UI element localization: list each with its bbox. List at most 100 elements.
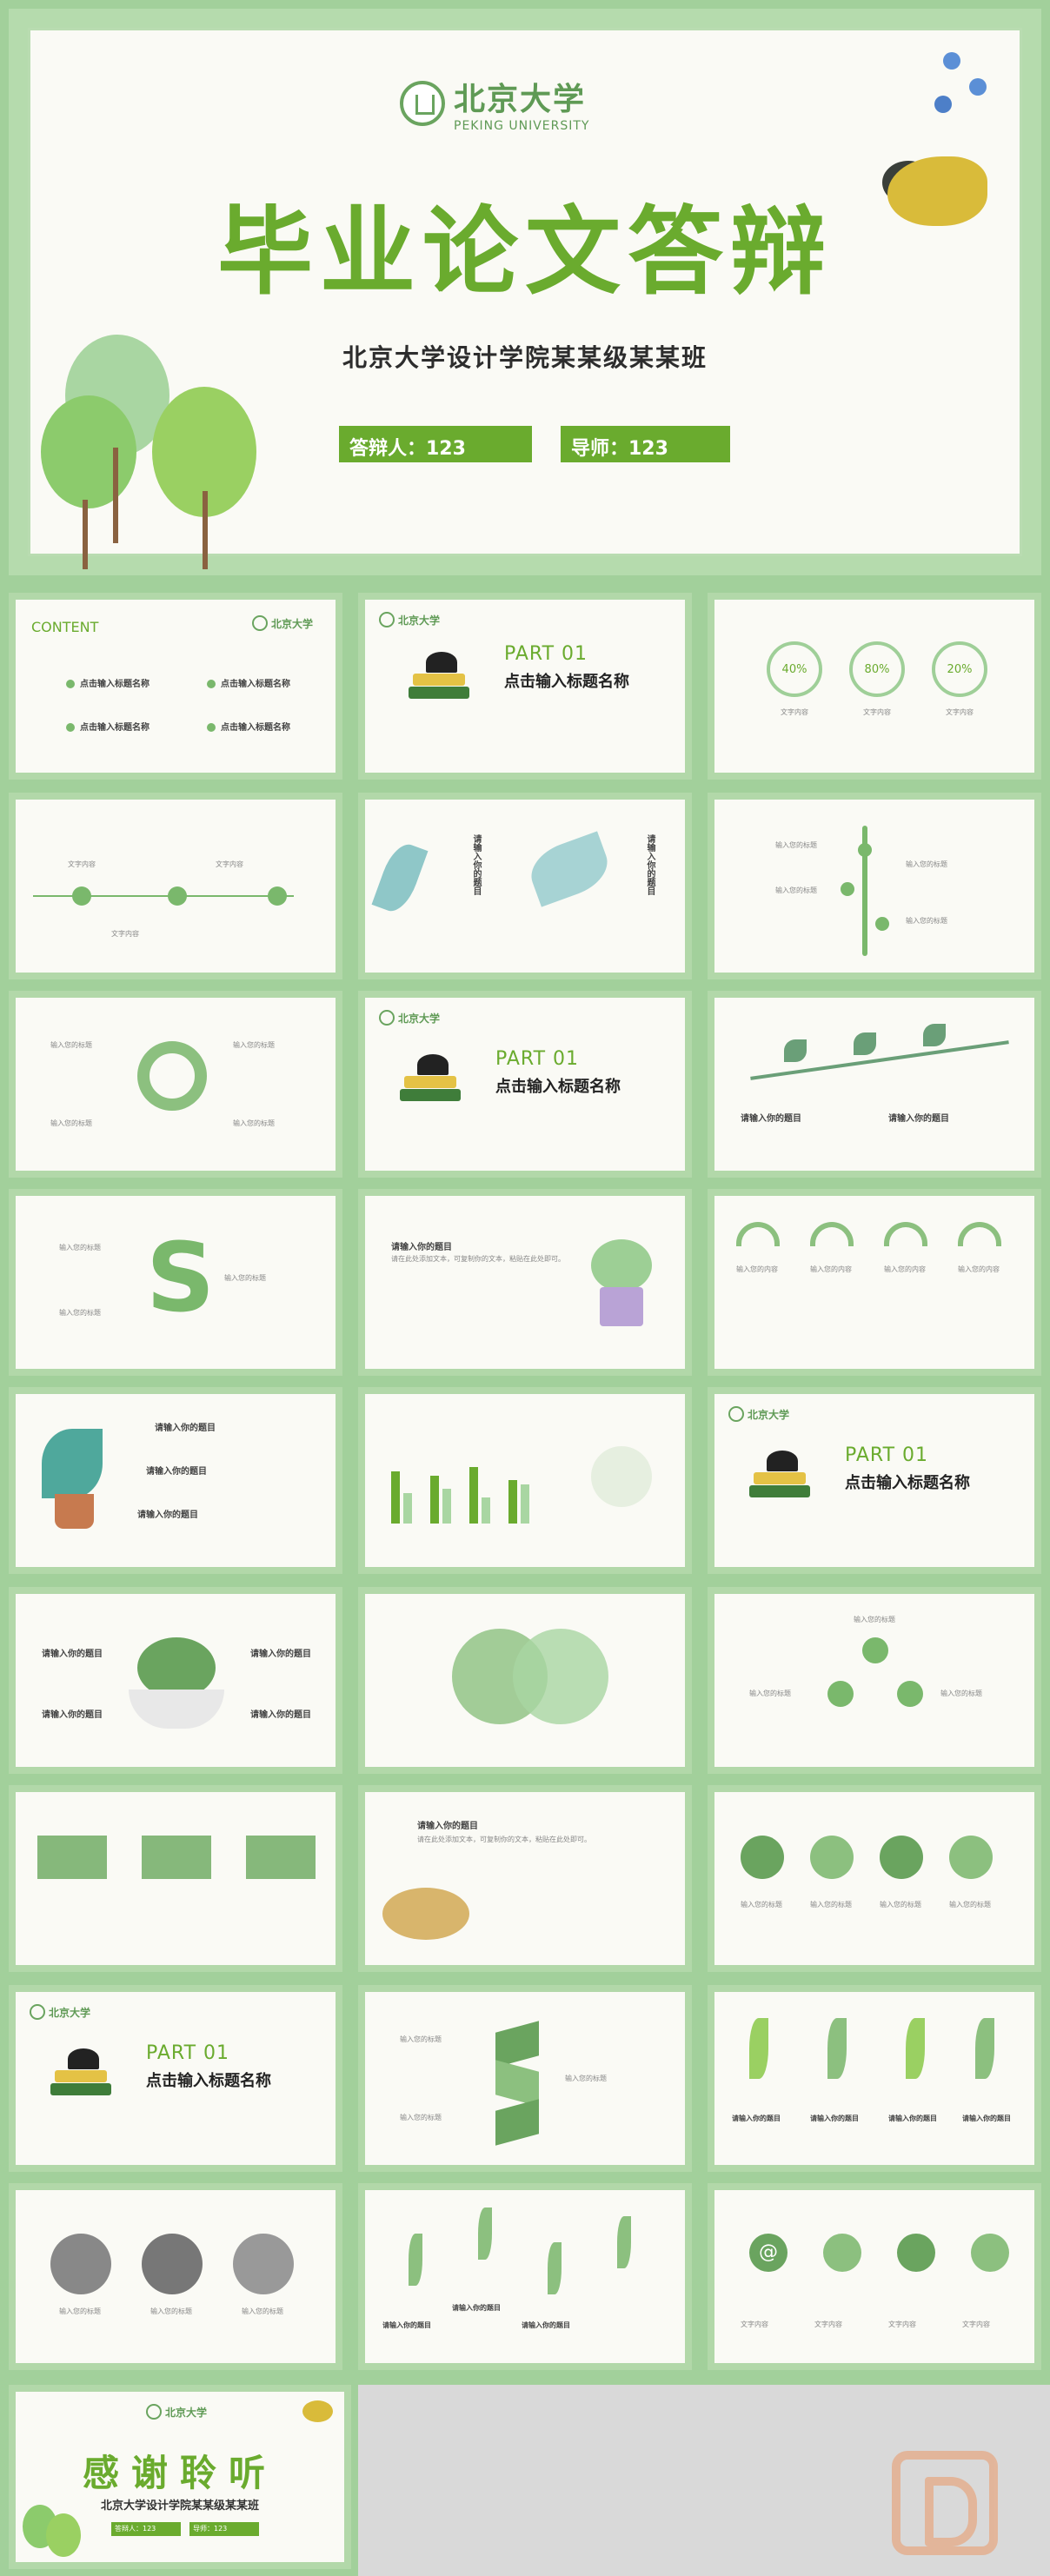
timeline-node xyxy=(72,886,91,906)
leaf-icon xyxy=(523,831,615,907)
timeline-text: 文字内容 xyxy=(216,860,243,868)
slide-venn[interactable] xyxy=(358,1587,692,1774)
vine-stem xyxy=(862,826,867,956)
vine-node xyxy=(875,917,889,931)
slide-bowl[interactable]: 请输入你的题目 请输入你的题目 请输入你的题目 请输入你的题目 xyxy=(9,1587,342,1774)
slide-basket[interactable]: 请输入你的题目 请在此处添加文本，可复制你的文本，粘贴在此处即可。 xyxy=(358,1785,692,1972)
slide-branch[interactable]: 请输入你的题目 请输入你的题目 xyxy=(708,991,1041,1178)
slide-herbs[interactable]: 请输入你的题目 请输入你的题目 请输入你的题目 请输入你的题目 xyxy=(708,1985,1041,2172)
ribbon-segment xyxy=(495,2021,539,2068)
slide-bar-chart[interactable] xyxy=(358,1387,692,1574)
cross-text: 输入您的标题 xyxy=(233,1041,275,1049)
university-logo: 北京大学 PEKING UNIVERSITY xyxy=(400,74,590,133)
vertical-title: 请输入你的题目 xyxy=(645,834,655,895)
chat-icon[interactable] xyxy=(823,2234,861,2272)
arc-icon xyxy=(810,1222,854,1246)
succulent-title: 请输入你的题目 xyxy=(391,1243,452,1252)
slide-timeline[interactable]: 文字内容 文字内容 文字内容 xyxy=(9,793,342,979)
tree-trunk xyxy=(203,491,208,569)
social-text: 文字内容 xyxy=(741,2320,768,2328)
social-text: 文字内容 xyxy=(814,2320,842,2328)
pot-icon xyxy=(55,1494,94,1529)
slide-stats[interactable]: 40% 80% 20% 文字内容 文字内容 文字内容 xyxy=(708,593,1041,780)
arc-text: 输入您的内容 xyxy=(884,1265,926,1273)
books-icon xyxy=(400,1054,469,1115)
bowl-icon xyxy=(129,1690,224,1729)
mini-logo-text: 北京大学 xyxy=(398,1012,441,1025)
slide-aloe[interactable]: 请输入你的题目 请输入你的题目 请输入你的题目 xyxy=(9,1387,342,1574)
succulent-icon xyxy=(591,1239,652,1291)
toc-item-4[interactable]: 点击输入标题名称 xyxy=(207,720,290,733)
bar-mark xyxy=(508,1480,517,1524)
succulent-icon xyxy=(137,1637,216,1698)
pattern-image xyxy=(142,1836,211,1879)
flower-icon xyxy=(943,52,960,70)
toc-item-1[interactable]: 点击输入标题名称 xyxy=(66,676,150,689)
mini-logo: 北京大学 xyxy=(252,615,313,631)
aloe-title: 请输入你的题目 xyxy=(146,1467,207,1477)
ribbon-text: 输入您的标题 xyxy=(565,2075,607,2082)
photo-circle xyxy=(50,2234,111,2294)
slide-patterns[interactable] xyxy=(9,1785,342,1972)
slide-succulent[interactable]: 请输入你的题目 请在此处添加文本，可复制你的文本，粘贴在此处即可。 xyxy=(358,1189,692,1376)
leaf-icon xyxy=(371,839,429,917)
basket-title: 请输入你的题目 xyxy=(417,1822,478,1831)
bird-icon xyxy=(302,2400,333,2422)
part-label: PART 01 xyxy=(146,2042,230,2064)
slide-arcs[interactable]: 输入您的内容 输入您的内容 输入您的内容 输入您的内容 xyxy=(708,1189,1041,1376)
social-text: 文字内容 xyxy=(888,2320,916,2328)
pattern-image xyxy=(246,1836,316,1879)
hero-slide[interactable]: 北京大学 PEKING UNIVERSITY 毕业论文答辩 北京大学设计学院某某… xyxy=(9,9,1041,575)
vine-node xyxy=(841,882,854,896)
slide-nodes[interactable]: 输入您的标题 输入您的标题 输入您的标题 xyxy=(708,1587,1041,1774)
wechat-icon[interactable] xyxy=(971,2234,1009,2272)
slide-part-1b[interactable]: 北京大学 PART 01 点击输入标题名称 xyxy=(358,991,692,1178)
branch-title: 请输入你的题目 xyxy=(888,1114,949,1124)
ribbon-segment xyxy=(495,2099,539,2146)
herb-title: 请输入你的题目 xyxy=(810,2115,859,2122)
toc-item-3[interactable]: 点击输入标题名称 xyxy=(66,720,150,733)
stat-ring-1: 40% xyxy=(767,641,822,697)
slide-cross[interactable]: 输入您的标题 输入您的标题 输入您的标题 输入您的标题 xyxy=(9,991,342,1178)
node-circle xyxy=(827,1681,854,1707)
slide-part-1[interactable]: 北京大学 PART 01 点击输入标题名称 xyxy=(358,593,692,780)
slide-contents[interactable]: CONTENT 北京大学 点击输入标题名称 点击输入标题名称 点击输入标题名称 … xyxy=(9,593,342,780)
toc-heading: CONTENT xyxy=(31,619,99,635)
leaf-icon xyxy=(854,1032,876,1055)
slide-thanks[interactable]: 北京大学 感谢聆听 北京大学设计学院某某级某某班 答辩人：123 导师：123 xyxy=(9,2385,351,2569)
watermark-logo xyxy=(892,2451,998,2555)
ribbon-segment xyxy=(495,2060,539,2107)
vine-text: 输入您的标题 xyxy=(775,841,817,849)
slide-ribbon[interactable]: 输入您的标题 输入您的标题 输入您的标题 xyxy=(358,1985,692,2172)
logo-en-text: PEKING UNIVERSITY xyxy=(454,119,590,133)
leaf-icon xyxy=(548,2242,562,2294)
herb-icon xyxy=(906,2018,925,2079)
bar-mark xyxy=(482,1497,490,1524)
slide-vine[interactable]: 输入您的标题 输入您的标题 输入您的标题 输入您的标题 xyxy=(708,793,1041,979)
slide-leaf-row[interactable]: 请输入你的题目 请输入你的题目 请输入你的题目 xyxy=(358,2183,692,2370)
seal-icon xyxy=(146,2404,162,2420)
university-seal-icon xyxy=(400,81,445,126)
herb-title: 请输入你的题目 xyxy=(888,2115,937,2122)
mini-logo-text: 北京大学 xyxy=(271,617,314,630)
at-icon[interactable]: @ xyxy=(749,2234,788,2272)
slide-drops[interactable]: 输入您的标题 输入您的标题 输入您的标题 输入您的标题 xyxy=(708,1785,1041,1972)
cross-text: 输入您的标题 xyxy=(50,1119,92,1127)
slide-social[interactable]: @ 文字内容 文字内容 文字内容 文字内容 xyxy=(708,2183,1041,2370)
slide-s-shape[interactable]: S 输入您的标题 输入您的标题 输入您的标题 xyxy=(9,1189,342,1376)
bar-mark xyxy=(403,1493,412,1524)
toc-item-2[interactable]: 点击输入标题名称 xyxy=(207,676,290,689)
ribbon-text: 输入您的标题 xyxy=(400,2114,442,2121)
photo-text: 输入您的标题 xyxy=(59,2307,101,2315)
leaf-title: 请输入你的题目 xyxy=(452,2304,501,2312)
social-text: 文字内容 xyxy=(962,2320,990,2328)
slide-part-1c[interactable]: 北京大学 PART 01 点击输入标题名称 xyxy=(708,1387,1041,1574)
seal-icon xyxy=(379,1010,395,1026)
slide-part-1d[interactable]: 北京大学 PART 01 点击输入标题名称 xyxy=(9,1985,342,2172)
slide-leaves[interactable]: 请输入你的题目 请输入你的题目 xyxy=(358,793,692,979)
weibo-icon[interactable] xyxy=(897,2234,935,2272)
arc-text: 输入您的内容 xyxy=(958,1265,1000,1273)
slide-photos[interactable]: 输入您的标题 输入您的标题 输入您的标题 xyxy=(9,2183,342,2370)
stat-label-3: 文字内容 xyxy=(946,708,974,716)
